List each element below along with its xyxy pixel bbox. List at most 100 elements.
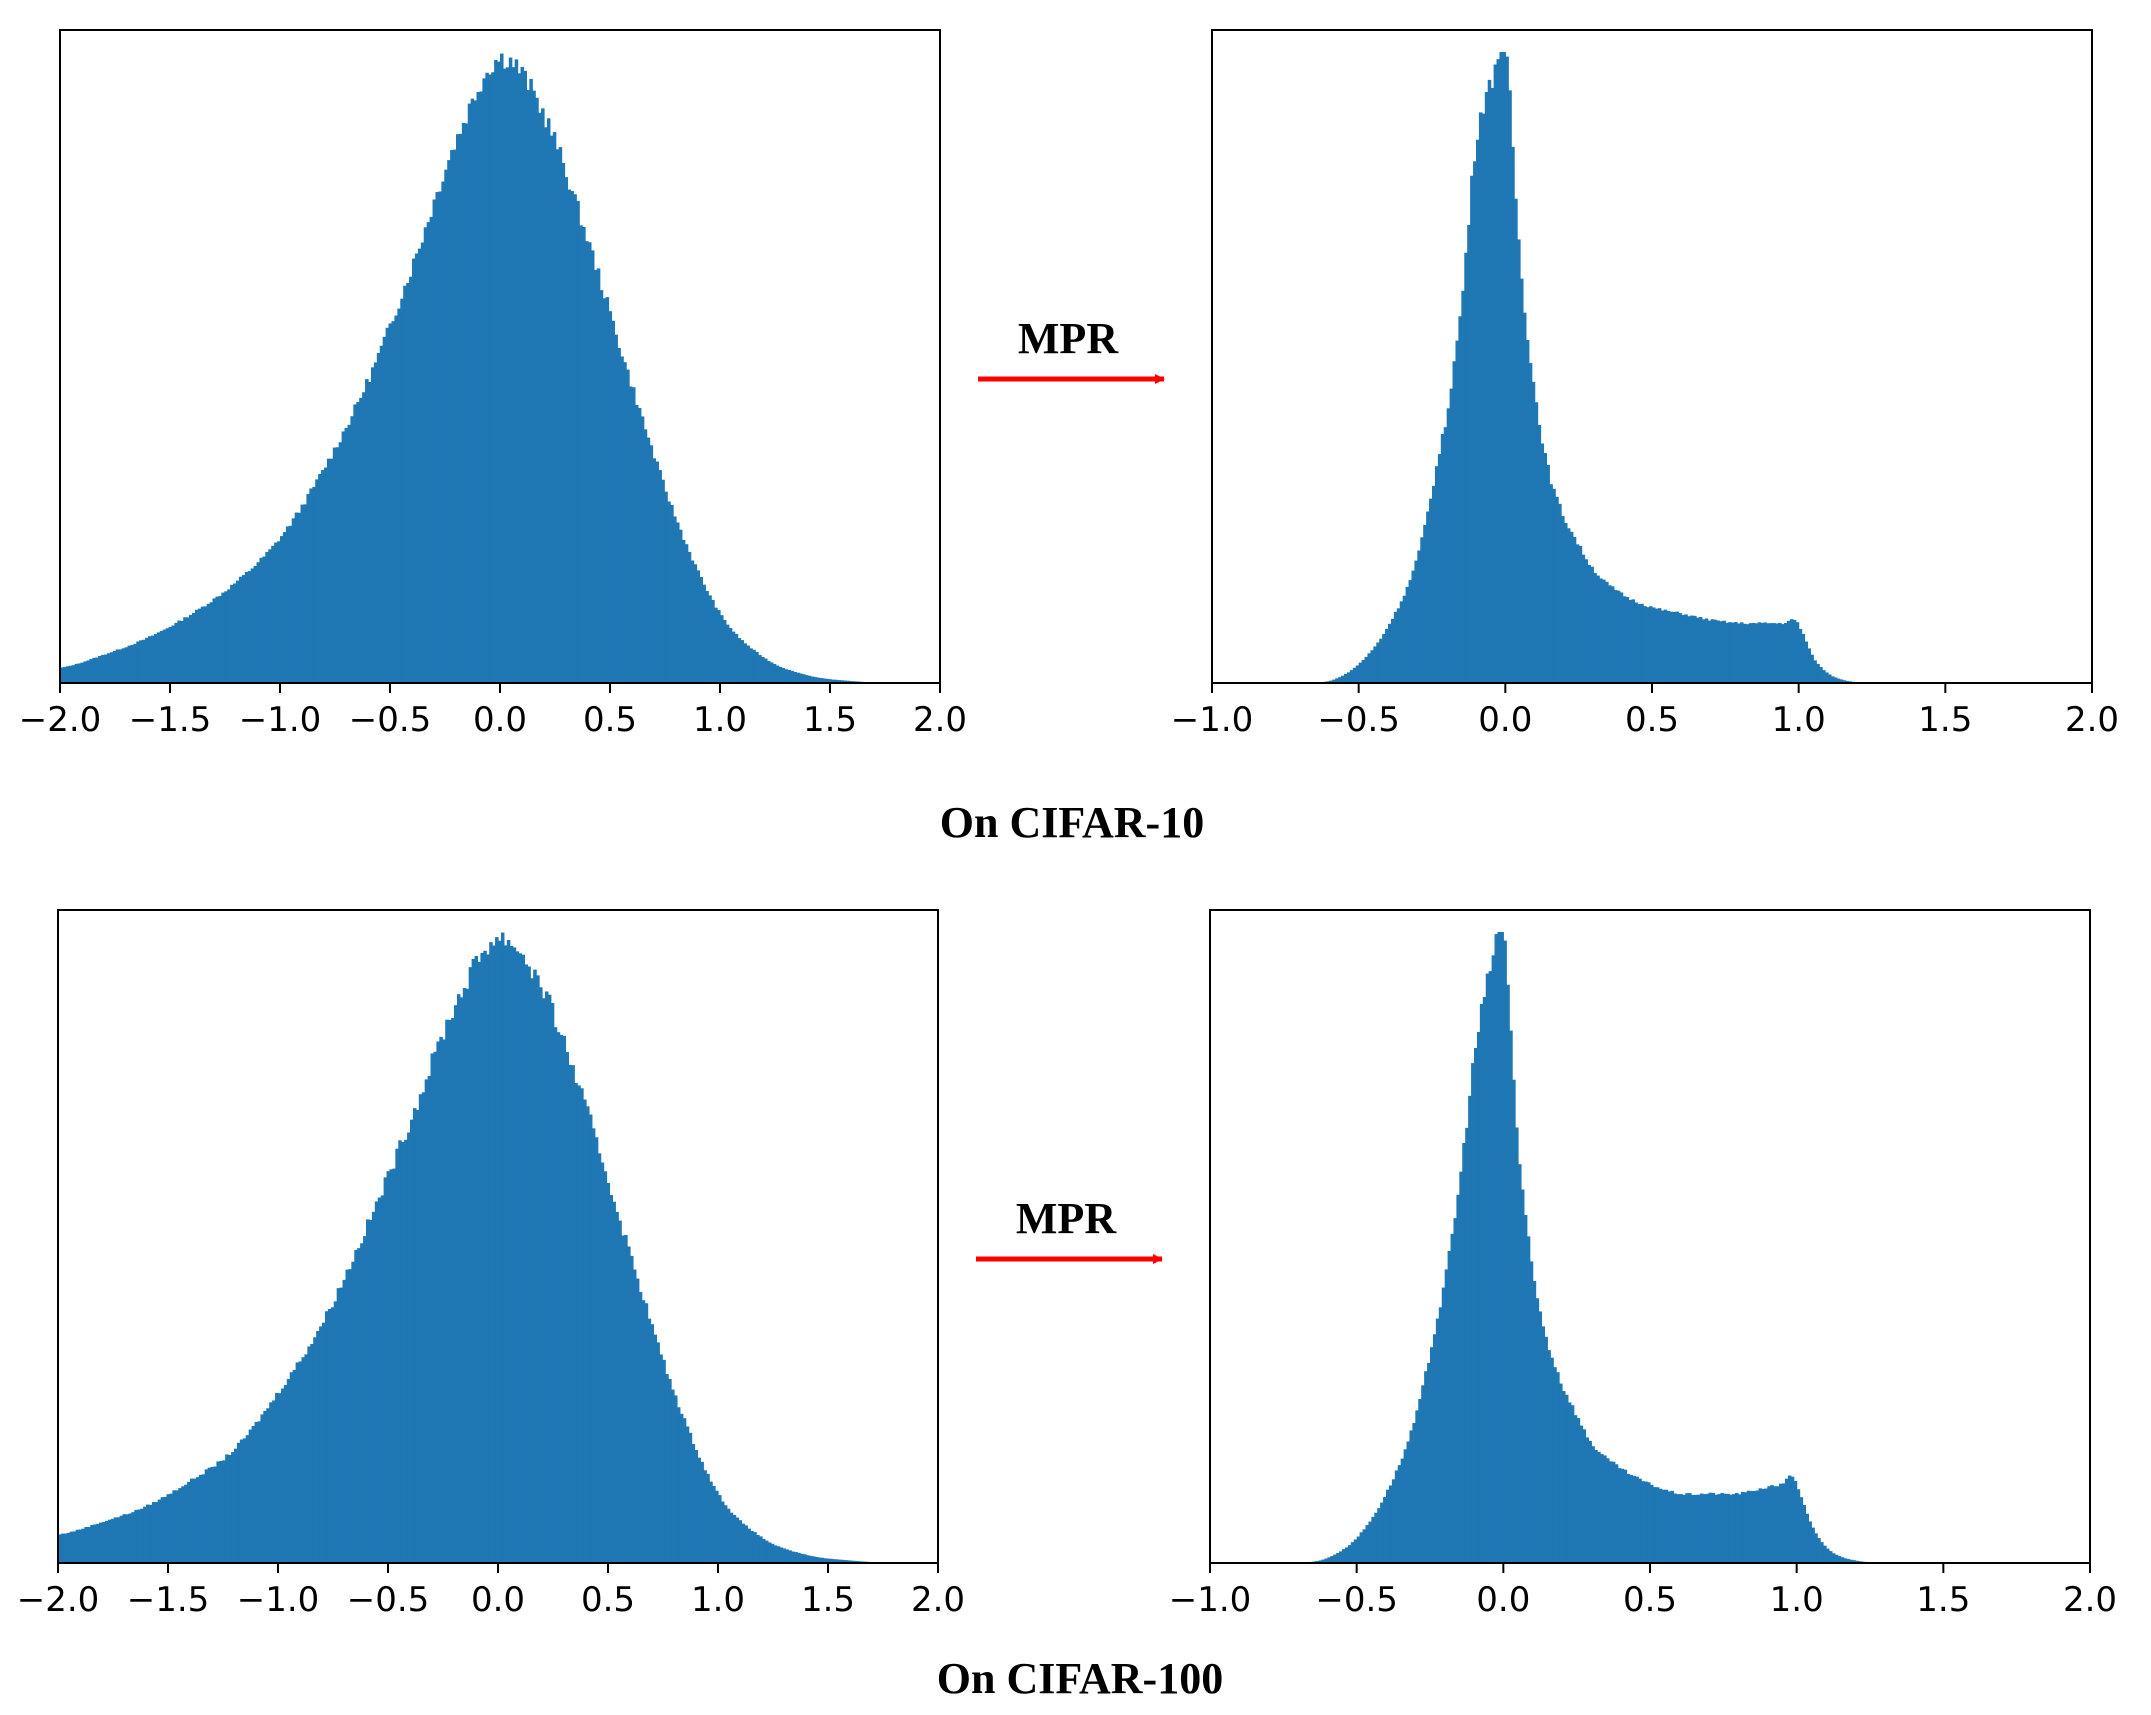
histogram-bar [1541, 1326, 1545, 1563]
histogram-bar [688, 1432, 693, 1563]
histogram-bar [310, 1343, 314, 1563]
histogram-bar [1743, 1492, 1748, 1563]
histogram-bar [1429, 498, 1433, 683]
histogram-bar [1512, 1079, 1516, 1563]
histogram-bar [650, 1324, 655, 1563]
histogram-bar [269, 1402, 273, 1563]
histogram-bar [218, 596, 222, 683]
histogram-bar [553, 1027, 558, 1563]
histogram-bar [1664, 1489, 1669, 1563]
histogram-bar [140, 1508, 144, 1563]
histogram-bar [315, 479, 319, 683]
histogram-bar [1403, 1449, 1408, 1563]
histogram-bar [506, 940, 511, 1563]
histogram-bar [766, 661, 771, 683]
histogram-bar [609, 1195, 613, 1563]
histogram-bar [1523, 1215, 1528, 1563]
histogram-bar [98, 655, 102, 683]
histogram-bar [417, 248, 422, 683]
histogram-bar [115, 649, 120, 683]
histogram-bar [365, 379, 369, 683]
histogram-bar [582, 226, 586, 683]
histogram-bar [1333, 1554, 1337, 1563]
histogram-bar [1819, 667, 1823, 683]
histogram-bar [1769, 623, 1773, 683]
histogram-bar [118, 649, 123, 683]
histogram-bar [368, 381, 372, 683]
histogram-bar [1647, 1482, 1651, 1563]
histogram-bar [294, 512, 299, 683]
histogram-bar [335, 447, 340, 683]
histogram-bar [263, 1410, 267, 1563]
histogram-bar [219, 1460, 223, 1563]
histogram-bar [78, 1529, 83, 1563]
histogram-bar [1825, 672, 1829, 683]
histogram-bar [785, 1549, 789, 1563]
histogram-bar [1722, 620, 1726, 683]
histogram-bar [627, 1246, 631, 1563]
mpr-label: MPR [1016, 1194, 1117, 1243]
histogram-bar [1540, 443, 1545, 683]
histogram-bar [662, 1359, 666, 1563]
histogram-bar [234, 1448, 238, 1563]
histogram-bar [456, 134, 460, 684]
histogram-bar [1708, 1492, 1713, 1563]
histogram-bar [128, 1513, 132, 1563]
histogram-bar [759, 1536, 763, 1563]
histogram-bar [715, 1490, 719, 1563]
histogram-bar [1620, 1468, 1625, 1563]
histogram-bar [1616, 590, 1621, 683]
histogram-bar [203, 606, 208, 683]
histogram-bar [535, 97, 539, 683]
histogram-bar [66, 1532, 71, 1563]
histogram-bar [1581, 554, 1586, 683]
histogram-bar [756, 1534, 760, 1563]
histogram-bar [1487, 79, 1492, 684]
histogram-bar [187, 1481, 191, 1563]
histogram-bar [1355, 665, 1360, 683]
histogram-bar [134, 1509, 138, 1563]
caption-cifar10: On CIFAR-10 [940, 798, 1204, 847]
histogram-bar [1502, 52, 1506, 683]
histogram-bar [1602, 579, 1606, 683]
histogram-bar [817, 1557, 822, 1563]
histogram-bar [427, 1075, 432, 1563]
histogram-bar [574, 1082, 578, 1563]
histogram-bar [752, 649, 756, 683]
histogram-bar [658, 470, 662, 683]
histogram-bar [1470, 175, 1474, 683]
histogram-bar [344, 427, 349, 683]
histogram-bar [348, 1269, 352, 1563]
histogram-bar [1786, 620, 1791, 683]
histogram-bar [322, 1322, 326, 1563]
histogram-bar [577, 1085, 581, 1563]
histogram-bar [1537, 424, 1542, 683]
histogram-bar [441, 181, 445, 684]
histogram-bar [805, 675, 809, 683]
histogram-bar [1751, 622, 1756, 683]
histogram-bar [1544, 1336, 1548, 1563]
histogram-bar [1497, 932, 1501, 1563]
histogram-bar [1675, 611, 1679, 683]
histogram-bar [282, 532, 287, 683]
x-axis-ticks: −1.0 −0.5 0.0 0.5 1.0 1.5 2.0 [1171, 683, 2119, 740]
histogram-bar [1517, 239, 1521, 684]
histogram-bar [65, 666, 70, 683]
histogram-bar [728, 628, 733, 683]
histogram-bar [146, 1504, 150, 1563]
histogram-bar [439, 1036, 443, 1563]
histogram-bar [96, 1523, 100, 1563]
histogram-bar [1599, 578, 1603, 683]
x-tick-label: −0.5 [1317, 700, 1400, 740]
histogram-bar [779, 1547, 784, 1563]
histogram-bar [523, 70, 527, 684]
histogram-bar [678, 529, 683, 683]
histogram-bar [697, 1457, 701, 1563]
histogram-bar [201, 1474, 206, 1563]
histogram-bar [1573, 1415, 1578, 1563]
histogram-bar [454, 1005, 458, 1563]
histogram-bar [1713, 619, 1718, 683]
histogram-bar [382, 336, 387, 683]
histogram-bar [86, 660, 90, 683]
histogram-bar [1411, 570, 1415, 683]
